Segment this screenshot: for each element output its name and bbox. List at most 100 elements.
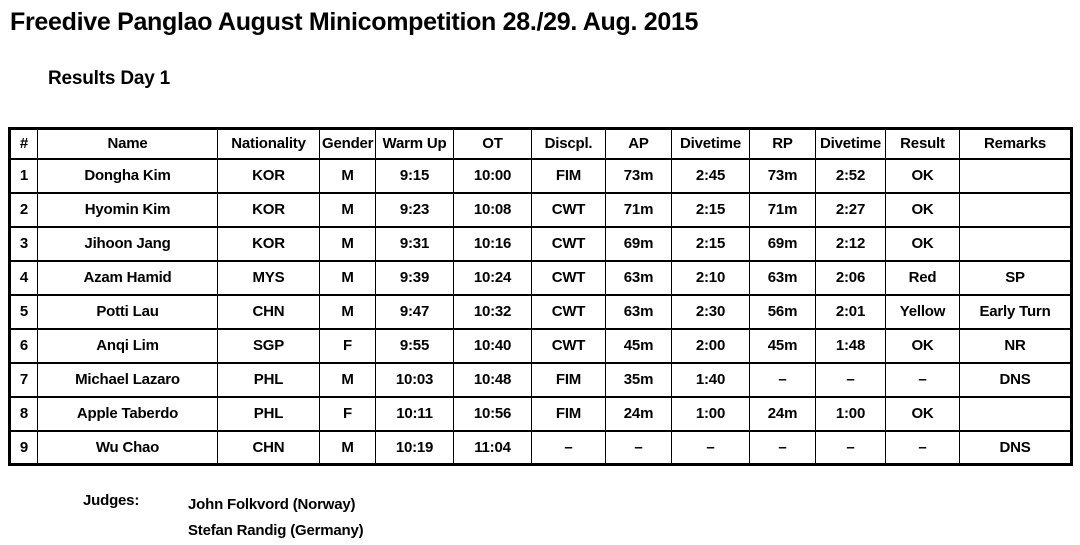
table-cell: M xyxy=(319,225,376,262)
column-header: RP xyxy=(749,127,816,160)
table-cell: 24m xyxy=(749,395,816,432)
table-cell: 2:27 xyxy=(815,191,886,228)
table-cell: 1:40 xyxy=(671,361,750,398)
table-cell: Potti Lau xyxy=(37,293,218,330)
table-cell: CWT xyxy=(531,259,606,296)
table-cell: CHN xyxy=(217,429,320,466)
table-row: 8 Apple Taberdo PHL F 10:11 10:56 FIM 24m 1:00 24… xyxy=(9,395,1072,432)
table-cell: 2:15 xyxy=(671,225,750,262)
table-cell: DNS xyxy=(959,429,1072,466)
table-cell: – xyxy=(885,429,960,466)
table-cell: FIM xyxy=(531,157,606,194)
table-cell: 10:00 xyxy=(453,157,532,194)
table-cell: Dongha Kim xyxy=(37,157,218,194)
table-cell: CWT xyxy=(531,191,606,228)
column-header: Discpl. xyxy=(531,127,606,160)
table-cell: 2:12 xyxy=(815,225,886,262)
table-cell: Azam Hamid xyxy=(37,259,218,296)
table-cell: 9:31 xyxy=(375,225,454,262)
table-cell: 3 xyxy=(9,225,38,262)
table-cell: – xyxy=(605,429,672,466)
table-cell: 11:04 xyxy=(453,429,532,466)
table-cell: MYS xyxy=(217,259,320,296)
table-cell: 35m xyxy=(605,361,672,398)
table-cell: CHN xyxy=(217,293,320,330)
table-cell: Anqi Lim xyxy=(37,327,218,364)
table-cell: 2:52 xyxy=(815,157,886,194)
table-cell: 9 xyxy=(9,429,38,466)
table-cell: KOR xyxy=(217,157,320,194)
table-cell: FIM xyxy=(531,361,606,398)
table-cell: OK xyxy=(885,395,960,432)
table-cell: 1:00 xyxy=(815,395,886,432)
column-header: AP xyxy=(605,127,672,160)
table-cell: 10:11 xyxy=(375,395,454,432)
table-cell: Hyomin Kim xyxy=(37,191,218,228)
table-row: 5 Potti Lau CHN M 9:47 10:32 CWT 63m 2:30 56m 2:01… xyxy=(9,293,1072,330)
table-cell: 9:39 xyxy=(375,259,454,296)
table-cell: CWT xyxy=(531,293,606,330)
column-header: Divetime xyxy=(671,127,750,160)
column-header: Name xyxy=(37,127,218,160)
table-cell: NR xyxy=(959,327,1072,364)
table-cell: Apple Taberdo xyxy=(37,395,218,432)
table-cell: 9:15 xyxy=(375,157,454,194)
table-cell: 73m xyxy=(749,157,816,194)
table-cell: Michael Lazaro xyxy=(37,361,218,398)
table-row: 6 Anqi Lim SGP F 9:55 10:40 CWT 45m 2:00 45m 1:48 O… xyxy=(9,327,1072,364)
table-cell xyxy=(959,225,1072,262)
column-header: OT xyxy=(453,127,532,160)
table-cell: 71m xyxy=(605,191,672,228)
table-cell: F xyxy=(319,395,376,432)
table-cell: – xyxy=(815,361,886,398)
table-cell: 69m xyxy=(749,225,816,262)
table-cell: 10:08 xyxy=(453,191,532,228)
table-cell: 10:19 xyxy=(375,429,454,466)
table-cell: 2:15 xyxy=(671,191,750,228)
table-cell: 2:10 xyxy=(671,259,750,296)
table-cell: PHL xyxy=(217,395,320,432)
table-cell: M xyxy=(319,259,376,296)
column-header: # xyxy=(9,127,38,160)
table-header-row: # Name Nationality Gender Warm Up OT Discpl. AP… xyxy=(9,127,1072,160)
table-cell: 2 xyxy=(9,191,38,228)
table-cell: 63m xyxy=(605,293,672,330)
table-cell: DNS xyxy=(959,361,1072,398)
judge-name: John Folkvord (Norway) xyxy=(188,496,356,513)
table-cell: M xyxy=(319,191,376,228)
table-cell: 10:40 xyxy=(453,327,532,364)
table-cell: SP xyxy=(959,259,1072,296)
table-cell: 63m xyxy=(605,259,672,296)
table-row: 9 Wu Chao CHN M 10:19 11:04– – – – – – DNS xyxy=(9,429,1072,466)
table-cell: 10:48 xyxy=(453,361,532,398)
column-header: Gender xyxy=(319,127,376,160)
table-cell: 10:56 xyxy=(453,395,532,432)
table-cell: 6 xyxy=(9,327,38,364)
table-cell: 69m xyxy=(605,225,672,262)
table-cell xyxy=(959,157,1072,194)
table-cell: 9:55 xyxy=(375,327,454,364)
table-cell: 1:48 xyxy=(815,327,886,364)
table-cell: 63m xyxy=(749,259,816,296)
table-cell: KOR xyxy=(217,225,320,262)
table-cell: 10:24 xyxy=(453,259,532,296)
table-cell: – xyxy=(749,361,816,398)
table-cell: 71m xyxy=(749,191,816,228)
table-cell: – xyxy=(749,429,816,466)
table-cell: – xyxy=(671,429,750,466)
table-cell: M xyxy=(319,293,376,330)
table-cell: FIM xyxy=(531,395,606,432)
table-cell: Yellow xyxy=(885,293,960,330)
table-row: 3 Jihoon Jang KOR M 9:31 10:16 CWT 69m 2:15 69m 2:… xyxy=(9,225,1072,262)
table-row: 2 Hyomin Kim KOR M 9:23 10:08 CWT 71m 2:15 71m 2:2… xyxy=(9,191,1072,228)
table-cell: 1 xyxy=(9,157,38,194)
table-cell: OK xyxy=(885,327,960,364)
table-cell: M xyxy=(319,157,376,194)
table-row: 1 Dongha Kim KOR M 9:15 10:00 FIM 73m 2:45 73m 2:5… xyxy=(9,157,1072,194)
table-cell: 2:00 xyxy=(671,327,750,364)
judge-name: Stefan Randig (Germany) xyxy=(188,522,364,539)
table-cell: 45m xyxy=(749,327,816,364)
table-row: 4 Azam Hamid MYS M 9:39 10:24 CWT 63m 2:10 63m 2:0… xyxy=(9,259,1072,296)
judges-label: Judges: xyxy=(83,492,140,509)
